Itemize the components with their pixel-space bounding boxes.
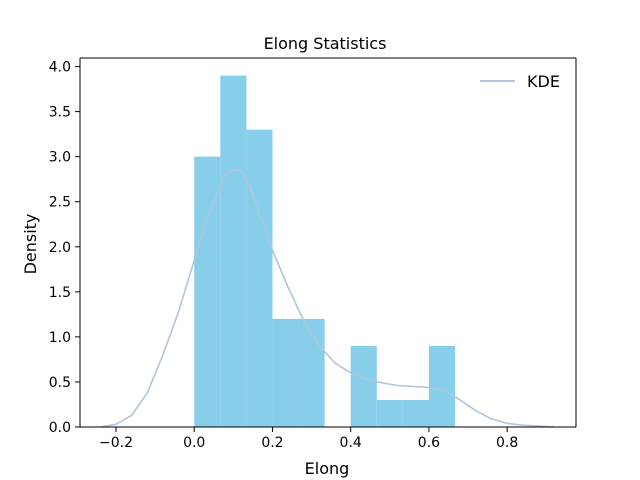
x-tick-label: 0.0 <box>183 435 205 451</box>
x-tick-label: 0.8 <box>496 435 518 451</box>
histogram-bar-1 <box>220 75 247 428</box>
histogram-bars <box>194 75 456 428</box>
histogram-bar-8 <box>402 399 429 427</box>
kde-line <box>100 168 555 428</box>
histogram-bar-0 <box>194 156 221 427</box>
y-tick-label: 4.0 <box>49 60 71 76</box>
y-axis-label: Density <box>21 214 40 275</box>
histogram-bar-7 <box>376 399 403 427</box>
histogram-bar-3 <box>272 318 299 427</box>
chart-title: Elong Statistics <box>264 34 387 53</box>
x-tick-label: 0.4 <box>340 435 362 451</box>
x-tick-label: 0.2 <box>261 435 283 451</box>
y-tick-label: 0.0 <box>49 420 71 436</box>
y-tick-label: 2.5 <box>49 195 71 211</box>
y-tick-label: 1.0 <box>49 330 71 346</box>
y-tick-label: 3.5 <box>49 105 71 121</box>
y-tick-label: 0.5 <box>49 375 71 391</box>
y-tick-label: 1.5 <box>49 285 71 301</box>
x-tick-label: −0.2 <box>99 435 133 451</box>
legend: KDE <box>480 72 560 91</box>
x-axis-label: Elong <box>305 459 350 478</box>
tick-marks: −0.2 0.0 0.2 0.4 0.6 0.8 0.0 0.5 1.0 1.5 2.0 2.5 3.0… <box>49 60 519 451</box>
axes <box>79 57 577 428</box>
legend-kde-label: KDE <box>527 72 560 91</box>
y-tick-label: 3.0 <box>49 150 71 166</box>
x-tick-label: 0.6 <box>418 435 440 451</box>
y-tick-label: 2.0 <box>49 240 71 256</box>
kde-series <box>100 168 555 428</box>
histogram-bar-4 <box>298 318 325 427</box>
histogram-bar-2 <box>246 129 273 427</box>
histogram-bar-6 <box>350 345 377 427</box>
histogram-bar-9 <box>428 345 456 427</box>
